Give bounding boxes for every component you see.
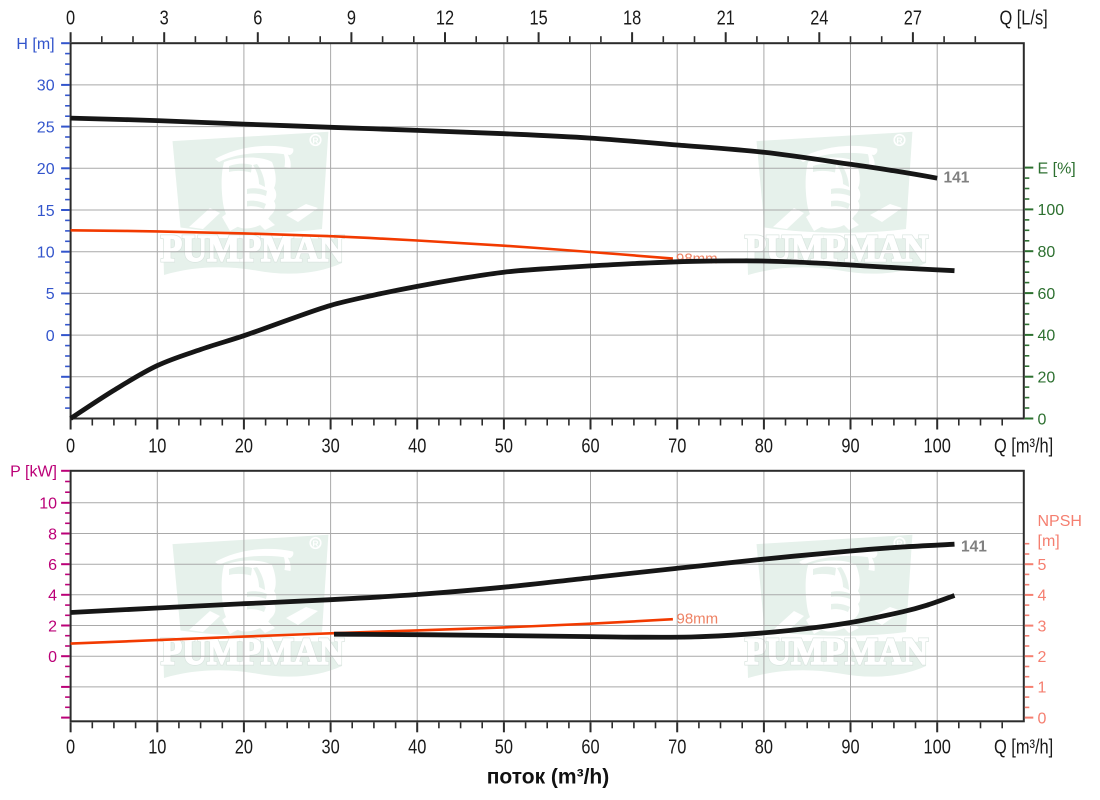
svg-text:30: 30 <box>37 78 55 95</box>
svg-text:98mm: 98mm <box>677 611 719 628</box>
svg-text:12: 12 <box>436 8 454 30</box>
svg-text:0: 0 <box>66 737 75 759</box>
svg-text:Q [m³/h]: Q [m³/h] <box>994 435 1053 457</box>
svg-text:10: 10 <box>39 496 57 513</box>
svg-text:40: 40 <box>1038 328 1056 345</box>
svg-text:141: 141 <box>944 169 970 186</box>
svg-text:6: 6 <box>48 557 57 574</box>
svg-text:[m]: [m] <box>1038 533 1060 550</box>
svg-text:3: 3 <box>1038 618 1047 635</box>
svg-text:0: 0 <box>1038 710 1047 727</box>
svg-text:100: 100 <box>924 435 951 457</box>
svg-text:4: 4 <box>1038 588 1047 605</box>
svg-text:30: 30 <box>322 737 340 759</box>
svg-text:2: 2 <box>1038 649 1047 666</box>
svg-text:90: 90 <box>841 737 859 759</box>
svg-text:0: 0 <box>1038 411 1047 428</box>
svg-text:6: 6 <box>253 8 262 30</box>
svg-text:0: 0 <box>48 649 57 666</box>
svg-text:2: 2 <box>48 618 57 635</box>
svg-text:20: 20 <box>235 435 253 457</box>
svg-text:60: 60 <box>1038 286 1056 303</box>
svg-text:20: 20 <box>235 737 253 759</box>
svg-text:80: 80 <box>1038 244 1056 261</box>
svg-text:NPSH: NPSH <box>1038 513 1082 530</box>
svg-text:18: 18 <box>623 8 641 30</box>
svg-text:70: 70 <box>668 435 686 457</box>
svg-text:141: 141 <box>961 539 987 556</box>
svg-text:0: 0 <box>66 435 75 457</box>
svg-text:40: 40 <box>408 435 426 457</box>
svg-text:30: 30 <box>322 435 340 457</box>
svg-text:100: 100 <box>1038 202 1065 219</box>
svg-text:20: 20 <box>37 161 55 178</box>
svg-text:20: 20 <box>1038 370 1056 387</box>
svg-text:H [m]: H [m] <box>16 36 54 53</box>
svg-text:Q [m³/h]: Q [m³/h] <box>994 737 1053 759</box>
svg-text:5: 5 <box>46 286 55 303</box>
svg-text:поток (m³/h): поток (m³/h) <box>487 766 609 789</box>
svg-text:E [%]: E [%] <box>1038 160 1076 177</box>
svg-text:9: 9 <box>347 8 356 30</box>
svg-text:25: 25 <box>37 119 55 136</box>
svg-text:Q [L/s]: Q [L/s] <box>999 8 1047 30</box>
svg-text:21: 21 <box>717 8 735 30</box>
svg-text:10: 10 <box>148 737 166 759</box>
svg-text:50: 50 <box>495 435 513 457</box>
svg-text:4: 4 <box>48 588 57 605</box>
svg-text:50: 50 <box>495 737 513 759</box>
svg-text:15: 15 <box>37 203 55 220</box>
svg-text:0: 0 <box>66 8 75 30</box>
svg-text:80: 80 <box>755 737 773 759</box>
svg-text:80: 80 <box>755 435 773 457</box>
svg-text:5: 5 <box>1038 557 1047 574</box>
svg-text:10: 10 <box>148 435 166 457</box>
svg-text:1: 1 <box>1038 680 1047 697</box>
svg-text:3: 3 <box>160 8 169 30</box>
svg-text:P [kW]: P [kW] <box>10 464 57 481</box>
svg-text:100: 100 <box>924 737 951 759</box>
svg-text:24: 24 <box>810 8 828 30</box>
svg-text:90: 90 <box>841 435 859 457</box>
svg-text:27: 27 <box>904 8 922 30</box>
svg-text:15: 15 <box>530 8 548 30</box>
svg-text:60: 60 <box>581 737 599 759</box>
svg-text:10: 10 <box>37 245 55 262</box>
svg-text:0: 0 <box>46 328 55 345</box>
svg-text:60: 60 <box>581 435 599 457</box>
svg-text:70: 70 <box>668 737 686 759</box>
svg-text:8: 8 <box>48 526 57 543</box>
svg-text:40: 40 <box>408 737 426 759</box>
